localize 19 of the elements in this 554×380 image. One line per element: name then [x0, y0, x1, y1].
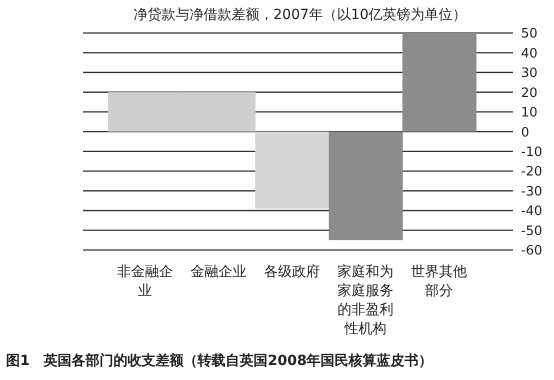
x-tick-label: 金融企业	[190, 264, 246, 280]
chart-title: 净贷款与净借款差额，2007年（以10亿英镑为单位）	[132, 6, 468, 24]
y-tick-label: -60	[521, 244, 542, 259]
y-tick-label: -10	[521, 144, 542, 160]
y-tick-label: 20	[521, 86, 538, 101]
y-tick-label: -40	[521, 204, 542, 220]
x-tick-label: 非金融企业	[116, 264, 173, 299]
x-tick-label: 家庭和为家庭服务的非盈利性机构	[338, 264, 394, 337]
y-tick-label: 0	[521, 125, 530, 140]
y-tick-label: -20	[521, 164, 542, 180]
y-tick-label: -30	[521, 184, 542, 200]
y-tick-label: 30	[521, 66, 538, 82]
y-tick-label: 50	[521, 26, 538, 42]
y-tick-label: -50	[521, 224, 542, 239]
x-tick-label: 世界其他部分	[411, 264, 468, 299]
caption: 图1 英国各部门的收支差额（转载自英国2008年国民核算蓝皮书）	[6, 352, 433, 370]
y-tick-label: 40	[521, 46, 538, 62]
x-tick-label: 各级政府	[264, 264, 320, 280]
y-tick-label: 10	[521, 106, 538, 121]
